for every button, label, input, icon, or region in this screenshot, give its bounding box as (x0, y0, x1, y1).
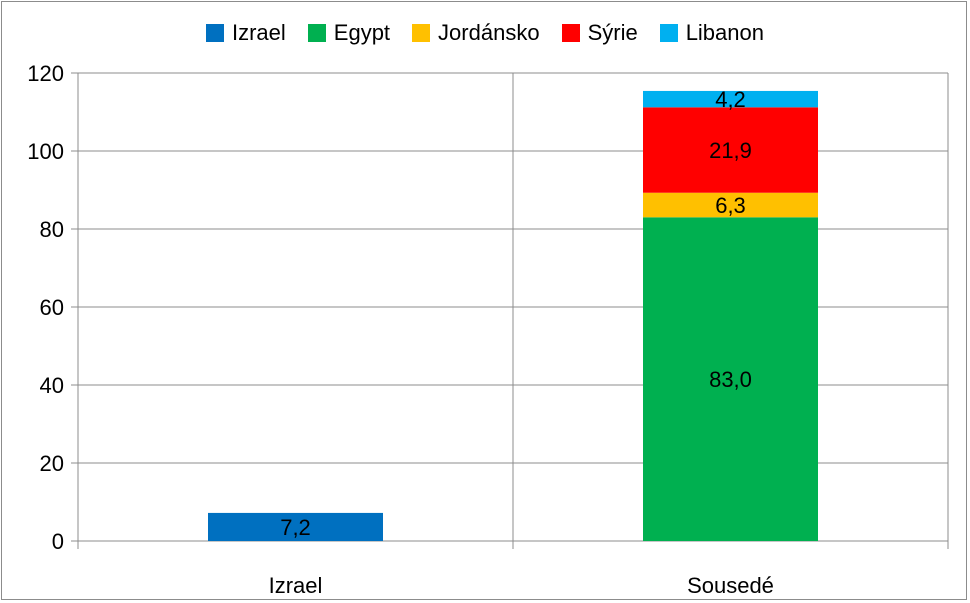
y-tick-label: 0 (52, 529, 64, 554)
bar-segment-izrael (208, 512, 383, 541)
legend-swatch-izrael (205, 24, 224, 42)
y-tick-label: 120 (27, 61, 64, 86)
legend-label-jordansko: Jordánsko (438, 20, 540, 45)
data-label: 4,2 (715, 87, 746, 112)
data-label: 6,3 (715, 193, 746, 218)
x-category-label: Izrael (269, 573, 323, 598)
legend-label-egypt: Egypt (333, 20, 391, 45)
legend-label-libanon: Libanon (685, 20, 764, 45)
legend-swatch-syrie (561, 24, 580, 42)
bar-segment-libanon (643, 90, 818, 108)
x-category-label: Sousedé (687, 573, 774, 598)
legend-item-syrie: Sýrie (561, 20, 638, 46)
legend-item-jordansko: Jordánsko (412, 20, 540, 46)
legend-item-libanon: Libanon (659, 20, 764, 46)
bar-segment-sýrie (643, 107, 818, 193)
legend-label-syrie: Sýrie (587, 20, 638, 45)
y-tick-label: 60 (40, 295, 64, 320)
y-tick-label: 40 (40, 373, 64, 398)
chart-legend: Izrael Egypt Jordánsko Sýrie Libanon (0, 20, 970, 46)
data-labels-layer: 7,2 83,0 6,3 21,9 4,2 (280, 87, 752, 540)
data-label: 21,9 (709, 138, 752, 163)
bars-layer (208, 90, 818, 542)
legend-swatch-egypt (307, 24, 326, 42)
legend-label-izrael: Izrael (231, 20, 286, 45)
y-tick-label: 80 (40, 217, 64, 242)
y-tick-label: 100 (27, 139, 64, 164)
legend-item-izrael: Izrael (205, 20, 286, 46)
data-label: 7,2 (280, 515, 311, 540)
data-label: 83,0 (709, 367, 752, 392)
legend-swatch-libanon (659, 24, 678, 42)
bar-segment-jordánsko (643, 192, 818, 218)
y-tick-label: 20 (40, 451, 64, 476)
legend-swatch-jordansko (412, 24, 431, 42)
axis-layer: 0 20 40 60 80 100 120 Izrael Sousedé (27, 61, 949, 598)
legend-item-egypt: Egypt (307, 20, 391, 46)
bar-segment-egypt (643, 217, 818, 542)
